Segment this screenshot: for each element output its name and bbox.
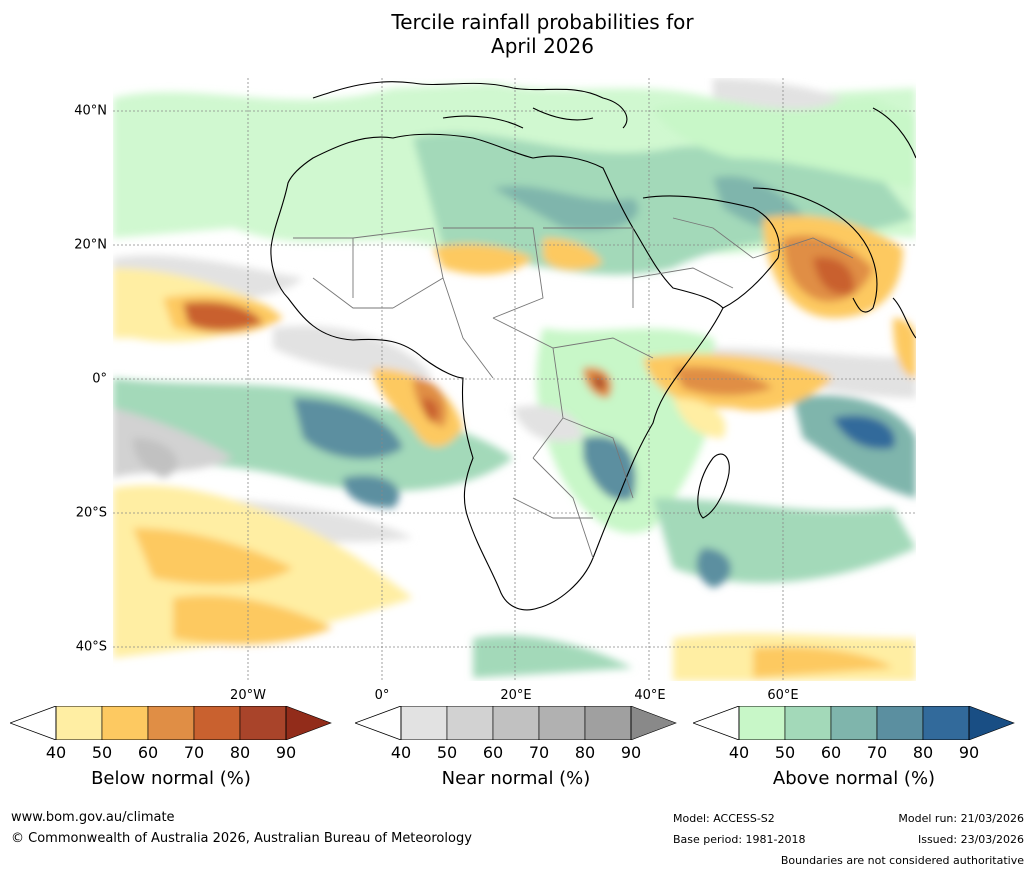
above-tick: 60 bbox=[820, 743, 842, 762]
rainfall-probability-map bbox=[113, 78, 916, 681]
below-tick: 50 bbox=[91, 743, 113, 762]
near-tick: 40 bbox=[390, 743, 412, 762]
above-tick: 80 bbox=[912, 743, 934, 762]
lon-label-20e: 20°E bbox=[500, 688, 532, 703]
website-link[interactable]: www.bom.gov.au/climate bbox=[11, 810, 175, 825]
below-tick: 80 bbox=[229, 743, 251, 762]
near-tick: 70 bbox=[528, 743, 550, 762]
near-swatch-2 bbox=[446, 706, 494, 740]
country-borders bbox=[293, 217, 854, 559]
below-tick: 40 bbox=[45, 743, 67, 762]
coastlines bbox=[270, 81, 916, 611]
below-normal-label: Below normal (%) bbox=[91, 768, 251, 789]
model-run-text: Model run: 21/03/2026 bbox=[898, 812, 1024, 825]
near-tick: 60 bbox=[482, 743, 504, 762]
probability-field bbox=[113, 78, 916, 681]
below-swatch-5 bbox=[239, 706, 287, 740]
disclaimer-text: Boundaries are not considered authoritat… bbox=[780, 854, 1024, 867]
above-tick: 70 bbox=[866, 743, 888, 762]
below-swatch-2 bbox=[101, 706, 149, 740]
below-swatch-3 bbox=[147, 706, 195, 740]
near-lower-arrow bbox=[355, 706, 402, 740]
lon-label-60e: 60°E bbox=[767, 688, 799, 703]
map-canvas bbox=[113, 78, 916, 681]
above-tick: 90 bbox=[958, 743, 980, 762]
above-tick: 40 bbox=[728, 743, 750, 762]
colorbar-above-svg bbox=[693, 706, 1015, 740]
lon-label-20w: 20°W bbox=[230, 688, 266, 703]
near-swatch-5 bbox=[584, 706, 632, 740]
above-lower-arrow bbox=[693, 706, 740, 740]
below-tick: 70 bbox=[183, 743, 205, 762]
copyright-text: © Commonwealth of Australia 2026, Austra… bbox=[11, 831, 472, 846]
above-swatch-1 bbox=[738, 706, 786, 740]
colorbar-above-normal bbox=[693, 706, 1015, 740]
lat-label-20s: 20°S bbox=[75, 505, 107, 521]
above-swatch-2 bbox=[784, 706, 832, 740]
title-line-1: Tercile rainfall probabilities for bbox=[391, 10, 694, 34]
below-swatch-4 bbox=[193, 706, 241, 740]
above-tick: 50 bbox=[774, 743, 796, 762]
base-period-text: Base period: 1981-2018 bbox=[673, 833, 806, 846]
near-tick: 80 bbox=[574, 743, 596, 762]
lat-label-40n: 40°N bbox=[74, 103, 107, 119]
graticule bbox=[113, 78, 916, 681]
below-swatch-1 bbox=[55, 706, 103, 740]
chart-title: Tercile rainfall probabilities for April… bbox=[0, 10, 1035, 58]
colorbar-near-normal bbox=[355, 706, 677, 740]
model-text: Model: ACCESS-S2 bbox=[673, 812, 775, 825]
above-swatch-3 bbox=[830, 706, 878, 740]
near-swatch-3 bbox=[492, 706, 540, 740]
near-normal-label: Near normal (%) bbox=[441, 768, 591, 789]
below-upper-arrow bbox=[285, 706, 332, 740]
title-line-2: April 2026 bbox=[491, 34, 594, 58]
colorbar-below-svg bbox=[10, 706, 332, 740]
lon-label-40e: 40°E bbox=[634, 688, 666, 703]
below-tick: 90 bbox=[275, 743, 297, 762]
above-normal-label: Above normal (%) bbox=[772, 768, 936, 789]
near-upper-arrow bbox=[630, 706, 677, 740]
below-lower-arrow bbox=[10, 706, 57, 740]
issued-text: Issued: 23/03/2026 bbox=[917, 833, 1024, 846]
near-swatch-1 bbox=[400, 706, 448, 740]
lon-label-0: 0° bbox=[374, 688, 390, 703]
lat-label-20n: 20°N bbox=[74, 237, 107, 253]
above-swatch-4 bbox=[876, 706, 924, 740]
near-tick: 50 bbox=[436, 743, 458, 762]
near-swatch-4 bbox=[538, 706, 586, 740]
colorbar-near-svg bbox=[355, 706, 677, 740]
colorbar-below-normal bbox=[10, 706, 332, 740]
below-tick: 60 bbox=[137, 743, 159, 762]
lat-label-0: 0° bbox=[92, 371, 107, 387]
above-swatch-5 bbox=[922, 706, 970, 740]
above-upper-arrow bbox=[968, 706, 1015, 740]
lat-label-40s: 40°S bbox=[75, 639, 107, 655]
near-tick: 90 bbox=[620, 743, 642, 762]
